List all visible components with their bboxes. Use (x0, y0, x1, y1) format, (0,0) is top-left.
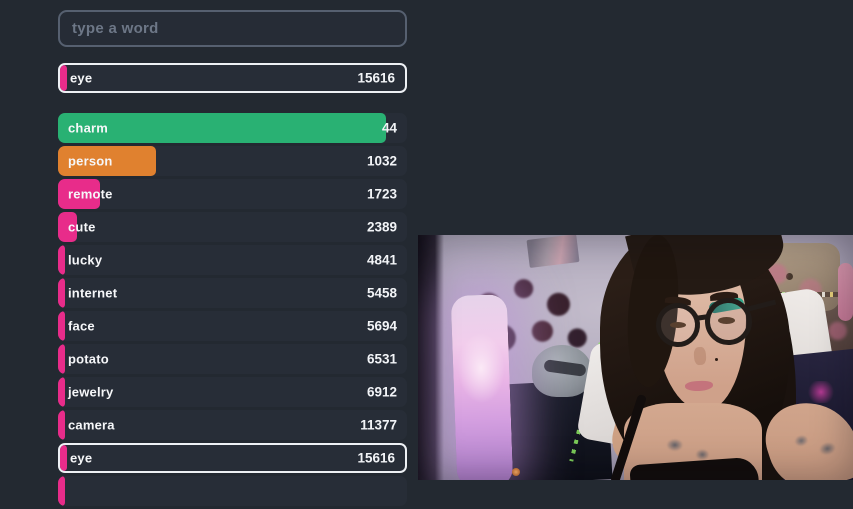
guess-row: potato 6531 (58, 344, 407, 374)
guess-bar (58, 344, 65, 374)
guess-word: eye (70, 450, 93, 466)
guess-word: internet (68, 285, 118, 301)
guess-word: cute (68, 219, 96, 235)
guess-word: lucky (68, 252, 103, 268)
current-guess-word: eye (70, 70, 93, 86)
guess-bar (58, 311, 65, 341)
guess-rank: 5694 (366, 318, 397, 334)
current-guess-bar (60, 65, 67, 91)
guess-bar (58, 113, 387, 143)
guess-word: person (68, 153, 113, 169)
guess-rank: 6912 (366, 384, 397, 400)
guess-list: charm 44 person 1032 remote 1723 cute 23… (58, 113, 407, 506)
guess-bar (58, 476, 65, 506)
guess-bar (58, 245, 65, 275)
guess-rank: 2389 (366, 219, 397, 235)
guess-bar (58, 212, 78, 242)
guess-rank: 5458 (366, 285, 397, 301)
guess-rank: 44 (381, 120, 397, 136)
guess-row: jewelry 6912 (58, 377, 407, 407)
guess-rank: 11377 (360, 417, 397, 433)
webcam-eye-right (718, 317, 735, 324)
webcam-vignette (418, 235, 853, 480)
guess-bar (58, 146, 156, 176)
guess-row: charm 44 (58, 113, 407, 143)
guess-row: camera 11377 (58, 410, 407, 440)
guess-word: camera (68, 417, 115, 433)
guess-row: internet 5458 (58, 278, 407, 308)
webcam-warm-light-dot (512, 468, 520, 476)
guess-row: face 5694 (58, 311, 407, 341)
guess-word: face (68, 318, 95, 334)
guess-row: remote 1723 (58, 179, 407, 209)
word-input[interactable] (58, 10, 407, 47)
guess-bar (58, 410, 65, 440)
guess-rank: 15616 (357, 450, 395, 466)
guess-row: person 1032 (58, 146, 407, 176)
guess-bar (58, 377, 65, 407)
guess-row (58, 476, 407, 506)
guess-rank: 6531 (366, 351, 397, 367)
current-guess-rank: 15616 (357, 70, 395, 86)
current-guess-row: eye 15616 (58, 63, 407, 93)
guess-bar (58, 278, 65, 308)
guess-rank: 1032 (366, 153, 397, 169)
guess-row: eye 15616 (58, 443, 407, 473)
webcam-pink-plush (838, 263, 853, 321)
guess-bar (58, 179, 100, 209)
guess-word: jewelry (68, 384, 114, 400)
webcam-mole (715, 358, 718, 361)
webcam-dark-edge (418, 235, 444, 480)
guess-panel: eye 15616 charm 44 person 1032 remote 17… (58, 10, 407, 509)
webcam-eye-left (670, 322, 686, 328)
webcam-feed (418, 235, 853, 480)
guess-row: lucky 4841 (58, 245, 407, 275)
guess-word: charm (68, 120, 109, 136)
guess-rank: 1723 (366, 186, 397, 202)
guess-word: potato (68, 351, 109, 367)
guess-bar (60, 445, 67, 471)
guess-word: remote (68, 186, 113, 202)
guess-row: cute 2389 (58, 212, 407, 242)
webcam-magenta-light (806, 381, 836, 403)
guess-rank: 4841 (366, 252, 397, 268)
